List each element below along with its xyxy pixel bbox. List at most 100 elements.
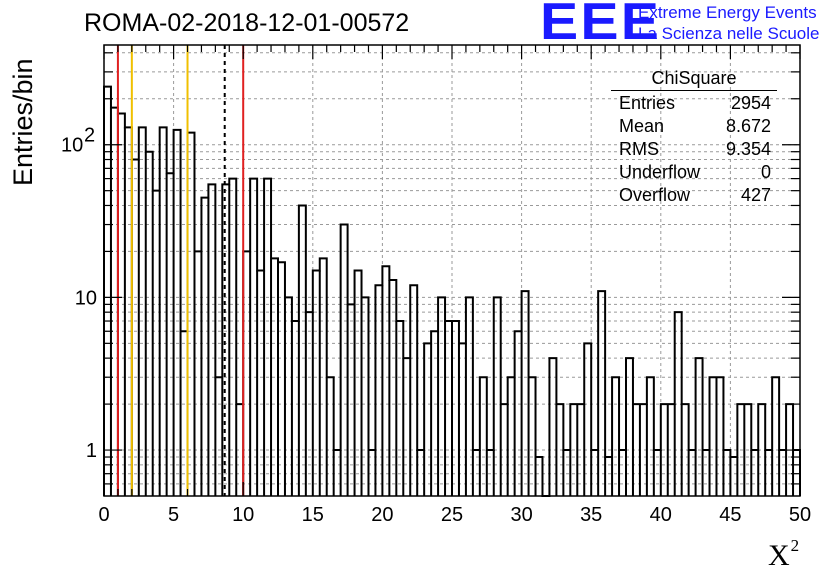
histogram-bin [737, 404, 744, 496]
histogram-bin [229, 179, 236, 496]
stats-row-mean: Mean 8.672 [611, 115, 777, 138]
histogram-bin [779, 450, 786, 496]
histogram-bin [299, 205, 306, 496]
histogram-bin [243, 251, 250, 496]
histogram-bin [515, 331, 522, 496]
histogram-bin [396, 321, 403, 496]
logo-line-2: La Scienza nelle Scuole [638, 24, 820, 43]
histogram-bin [556, 404, 563, 496]
histogram-bin [313, 271, 320, 497]
histogram-bin [431, 331, 438, 496]
x-axis-label: X2 [768, 536, 799, 573]
histogram-bin [375, 285, 382, 496]
logo-line-1: Extreme Energy Events [638, 3, 817, 22]
histogram-bin [153, 191, 160, 496]
histogram-bin [201, 198, 208, 496]
histogram-bin [278, 262, 285, 496]
histogram-bin [577, 404, 584, 496]
histogram-bin [466, 297, 473, 496]
histogram-bin [194, 251, 201, 496]
histogram-bin [264, 179, 271, 496]
x-tick-label: 35 [580, 504, 602, 526]
histogram-bin [417, 450, 424, 496]
histogram-bin [368, 450, 375, 496]
stats-value: 2954 [730, 93, 771, 113]
histogram-bin [132, 160, 139, 496]
stats-title: ChiSquare [611, 68, 777, 91]
histogram-bin [549, 358, 556, 496]
histogram-bin [160, 127, 167, 496]
stats-label: Overflow [619, 185, 691, 205]
histogram-bin [285, 297, 292, 496]
histogram-bin [334, 450, 341, 496]
histogram-bin [362, 297, 369, 496]
x-axis-label-sup: 2 [790, 536, 800, 555]
stats-value: 427 [740, 185, 771, 205]
histogram-bin [591, 450, 598, 496]
y-tick-label-exp: 2 [84, 125, 95, 147]
histogram-bin [598, 291, 605, 496]
histogram-bin [111, 108, 118, 496]
histogram-bin [563, 450, 570, 496]
x-tick-label: 15 [302, 504, 324, 526]
histogram-bin [167, 173, 174, 496]
histogram-bin [744, 404, 751, 496]
histogram-bin [570, 404, 577, 496]
histogram-bin [480, 377, 487, 496]
stats-value: 0 [760, 162, 771, 182]
histogram-bin [348, 304, 355, 496]
histogram-bin [389, 280, 396, 496]
histogram-bin [452, 321, 459, 496]
histogram-bin [536, 457, 543, 496]
histogram-bin [208, 184, 215, 496]
histogram-bin [522, 291, 529, 496]
histogram-bin [327, 377, 334, 496]
stats-label: Mean [619, 116, 665, 136]
histogram-bin [410, 285, 417, 496]
histogram-bin [640, 404, 647, 496]
histogram-bin [723, 450, 730, 496]
histogram-drops [109, 107, 795, 496]
histogram-bin [612, 377, 619, 496]
histogram-bin [104, 87, 111, 496]
stats-box: ChiSquare Entries 2954 Mean 8.672 RMS 9.… [611, 68, 777, 207]
stats-value: 8.672 [725, 116, 771, 136]
histogram-bin [320, 258, 327, 496]
stats-label: RMS [619, 139, 659, 159]
stats-row-rms: RMS 9.354 [611, 138, 777, 161]
histogram-bin [257, 271, 264, 497]
y-axis-label: Entries/bin [8, 58, 38, 186]
histogram-outline [103, 85, 801, 497]
y-tick-label: 10 [61, 135, 83, 157]
histogram-bin [292, 321, 299, 496]
reference-lines [116, 45, 245, 496]
histogram-bin [174, 130, 181, 496]
stats-label: Entries [619, 93, 676, 113]
x-tick-label: 45 [719, 504, 741, 526]
eee-logo: EEE [540, 0, 662, 51]
histogram-bin [139, 127, 146, 496]
histogram-bin [222, 184, 229, 496]
histogram-bin [355, 271, 362, 497]
histogram-bin [188, 133, 195, 496]
histogram-bin [215, 377, 222, 496]
histogram-bin [605, 457, 612, 496]
histogram-bin [529, 377, 536, 496]
histogram-bin [716, 377, 723, 496]
histogram-bin [438, 297, 445, 496]
histogram-bin [661, 404, 668, 496]
x-tick-label: 0 [98, 504, 109, 526]
histogram-bin [751, 450, 758, 496]
histogram-bin [703, 450, 710, 496]
histogram-bin [619, 450, 626, 496]
histogram-bin [626, 358, 633, 496]
y-tick-label: 1 [86, 440, 97, 462]
histogram-bin [424, 343, 431, 496]
histogram-bin [647, 377, 654, 496]
histogram-bin [772, 377, 779, 496]
histogram-bin [382, 266, 389, 496]
histogram-bin [633, 404, 640, 496]
histogram-bin [501, 404, 508, 496]
